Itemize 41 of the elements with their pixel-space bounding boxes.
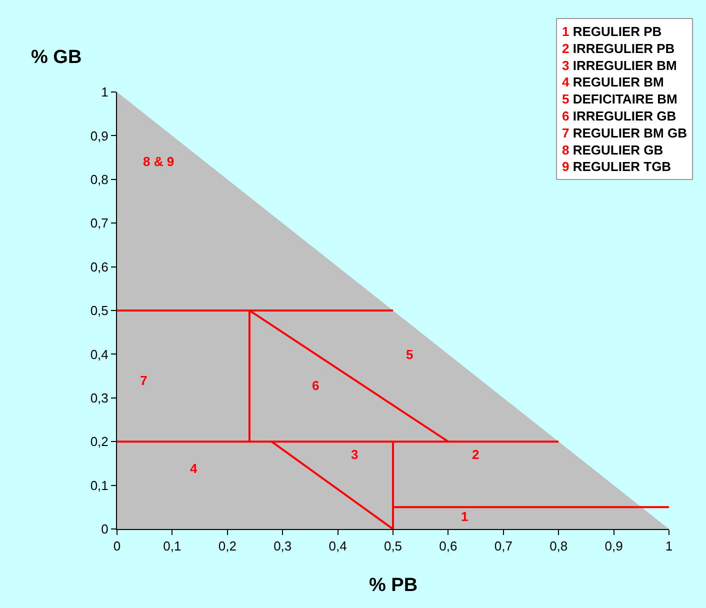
x-tick-label: 0,9 [604,538,623,554]
y-tick-label: 0,6 [90,259,108,274]
annotation: 2 [472,447,480,462]
x-tick-label: 0,4 [328,538,347,554]
x-tick-label: 0,2 [218,538,236,554]
y-tick-label: 0,4 [90,346,108,362]
y-tick-label: 0,9 [90,128,108,144]
annotation: 5 [406,347,414,362]
annotation: 6 [312,378,320,393]
text: 3 IRREGULIER BM [562,58,677,73]
annotation: 6 IRREGULIER GB [562,108,676,124]
x-axis-title: % PB [369,575,418,596]
y-tick-label: 0 [101,522,108,537]
y-tick-label: 0,7 [90,216,108,231]
x-tick-label: 1 [665,538,673,554]
annotation: 8 REGULIER GB [562,142,664,158]
annotation: 8 & 9 [143,154,174,169]
y-tick-label: 0,2 [90,434,108,450]
text: 2 IRREGULIER PB [562,40,675,56]
text: 4 REGULIER BM [562,74,664,90]
x-tick-label: 0 [113,538,121,554]
y-axis-title: % GB [31,47,82,68]
annotation: 7 [140,373,148,388]
x-tick-label: 0,1 [163,538,182,554]
x-tick-label: 0,3 [274,538,292,554]
annotation: 7 REGULIER BM GB [562,125,687,140]
annotation: 4 [190,461,198,476]
y-tick-label: 0,8 [90,172,108,187]
y-tick-label: 0,5 [90,303,108,318]
y-tick-label: 0,1 [90,478,108,493]
text: 1 REGULIER PB [562,24,662,39]
x-tick-label: 0,7 [494,538,512,554]
annotation: 3 [351,447,358,462]
x-tick-label: 0,8 [550,538,568,554]
annotation: 1 [461,509,468,524]
y-tick-label: 0,3 [90,390,108,406]
x-tick-label: 0,6 [439,538,458,554]
y-tick-label: 1 [101,84,108,100]
annotation: 9 REGULIER TGB [562,159,672,174]
x-tick-label: 0,5 [384,538,402,554]
annotation: 5 DEFICITAIRE BM [562,92,678,107]
